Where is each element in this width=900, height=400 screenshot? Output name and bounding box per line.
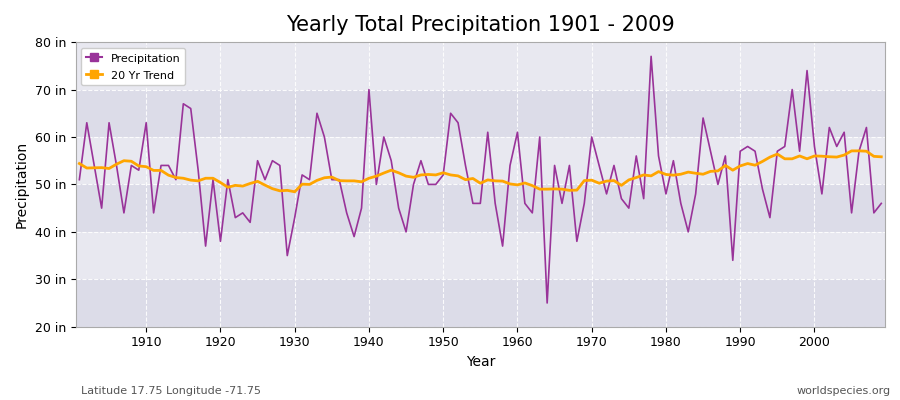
Bar [76, 279, 885, 327]
Bar [76, 137, 885, 184]
X-axis label: Year: Year [465, 355, 495, 369]
Y-axis label: Precipitation: Precipitation [15, 141, 29, 228]
Bar [76, 90, 885, 137]
Legend: Precipitation, 20 Yr Trend: Precipitation, 20 Yr Trend [81, 48, 185, 85]
Bar [76, 184, 885, 232]
Bar [76, 232, 885, 279]
Bar [76, 42, 885, 90]
Text: worldspecies.org: worldspecies.org [796, 386, 891, 396]
Title: Yearly Total Precipitation 1901 - 2009: Yearly Total Precipitation 1901 - 2009 [286, 15, 675, 35]
Text: Latitude 17.75 Longitude -71.75: Latitude 17.75 Longitude -71.75 [81, 386, 261, 396]
